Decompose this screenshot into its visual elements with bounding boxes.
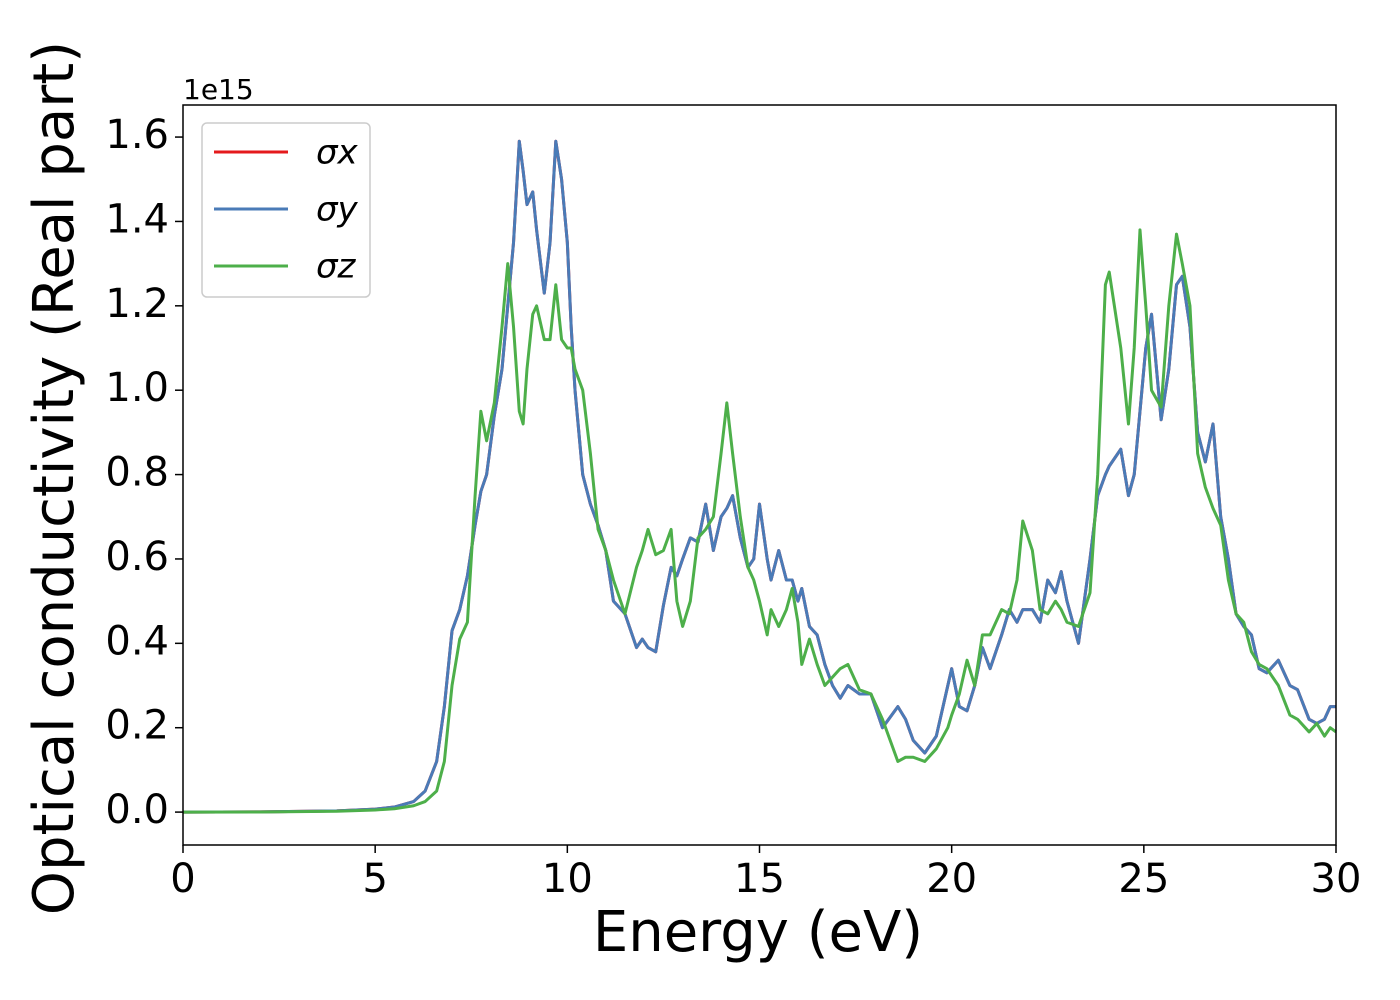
y-tick-label: 1.4	[105, 196, 169, 242]
y-tick-label: 0.6	[105, 534, 169, 580]
x-tick-label: 20	[926, 856, 977, 902]
plot-frame	[182, 104, 1337, 846]
y-tick-label: 1.2	[105, 281, 169, 327]
series-line	[182, 139, 1336, 814]
legend-label: σy	[316, 190, 359, 230]
x-tick-label: 15	[734, 856, 785, 902]
y-tick-label: 1.0	[105, 365, 169, 411]
y-tick-label: 0.8	[105, 450, 169, 496]
legend-label: σz	[316, 247, 357, 287]
x-tick-label: 25	[1118, 856, 1169, 902]
x-tick-label: 0	[170, 856, 195, 902]
x-axis-label: Energy (eV)	[593, 900, 923, 965]
y-tick-label: 0.4	[105, 618, 169, 664]
y-tick-label: 1.6	[105, 112, 169, 158]
y-offset-label: 1e15	[183, 73, 254, 106]
x-tick-label: 30	[1311, 856, 1362, 902]
y-axis-label: Optical conductivity (Real part)	[22, 41, 87, 915]
x-tick-label: 5	[362, 856, 387, 902]
legend-label: σx	[316, 133, 359, 173]
x-tick-label: 10	[542, 856, 593, 902]
y-tick-label: 0.0	[105, 787, 169, 833]
y-tick-label: 0.2	[105, 703, 169, 749]
series-line	[182, 228, 1337, 814]
